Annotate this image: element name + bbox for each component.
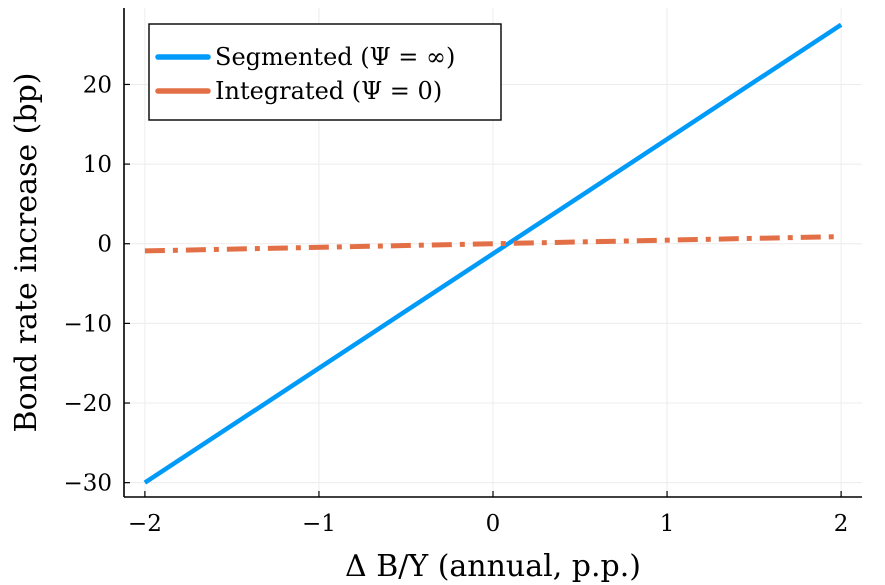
y-tick-label: 0	[97, 232, 112, 258]
y-tick-label: −20	[63, 391, 112, 417]
y-axis-title: Bond rate increase (bp)	[9, 73, 44, 433]
series-line-segmented	[143, 22, 843, 485]
x-axis-title: Δ B/Y (annual, p.p.)	[345, 549, 641, 584]
legend: Segmented (Ψ = ∞) Integrated (Ψ = 0)	[148, 23, 502, 121]
series-line-integrated	[144, 234, 842, 254]
series-layer	[143, 22, 843, 485]
legend-label-segmented: Segmented (Ψ = ∞)	[215, 43, 455, 71]
y-tick-label: −10	[63, 311, 112, 337]
legend-box	[148, 23, 502, 121]
x-tick-label: −2	[128, 511, 162, 537]
x-tick-label: 2	[834, 511, 849, 537]
x-tick-label: −1	[302, 511, 336, 537]
legend-label-integrated: Integrated (Ψ = 0)	[215, 77, 442, 105]
y-tick-label: 20	[83, 72, 112, 98]
x-tick-label: 0	[486, 511, 501, 537]
y-tick-label: −30	[63, 471, 112, 497]
x-tick-label: 1	[660, 511, 675, 537]
y-tick-label: 10	[83, 152, 112, 178]
